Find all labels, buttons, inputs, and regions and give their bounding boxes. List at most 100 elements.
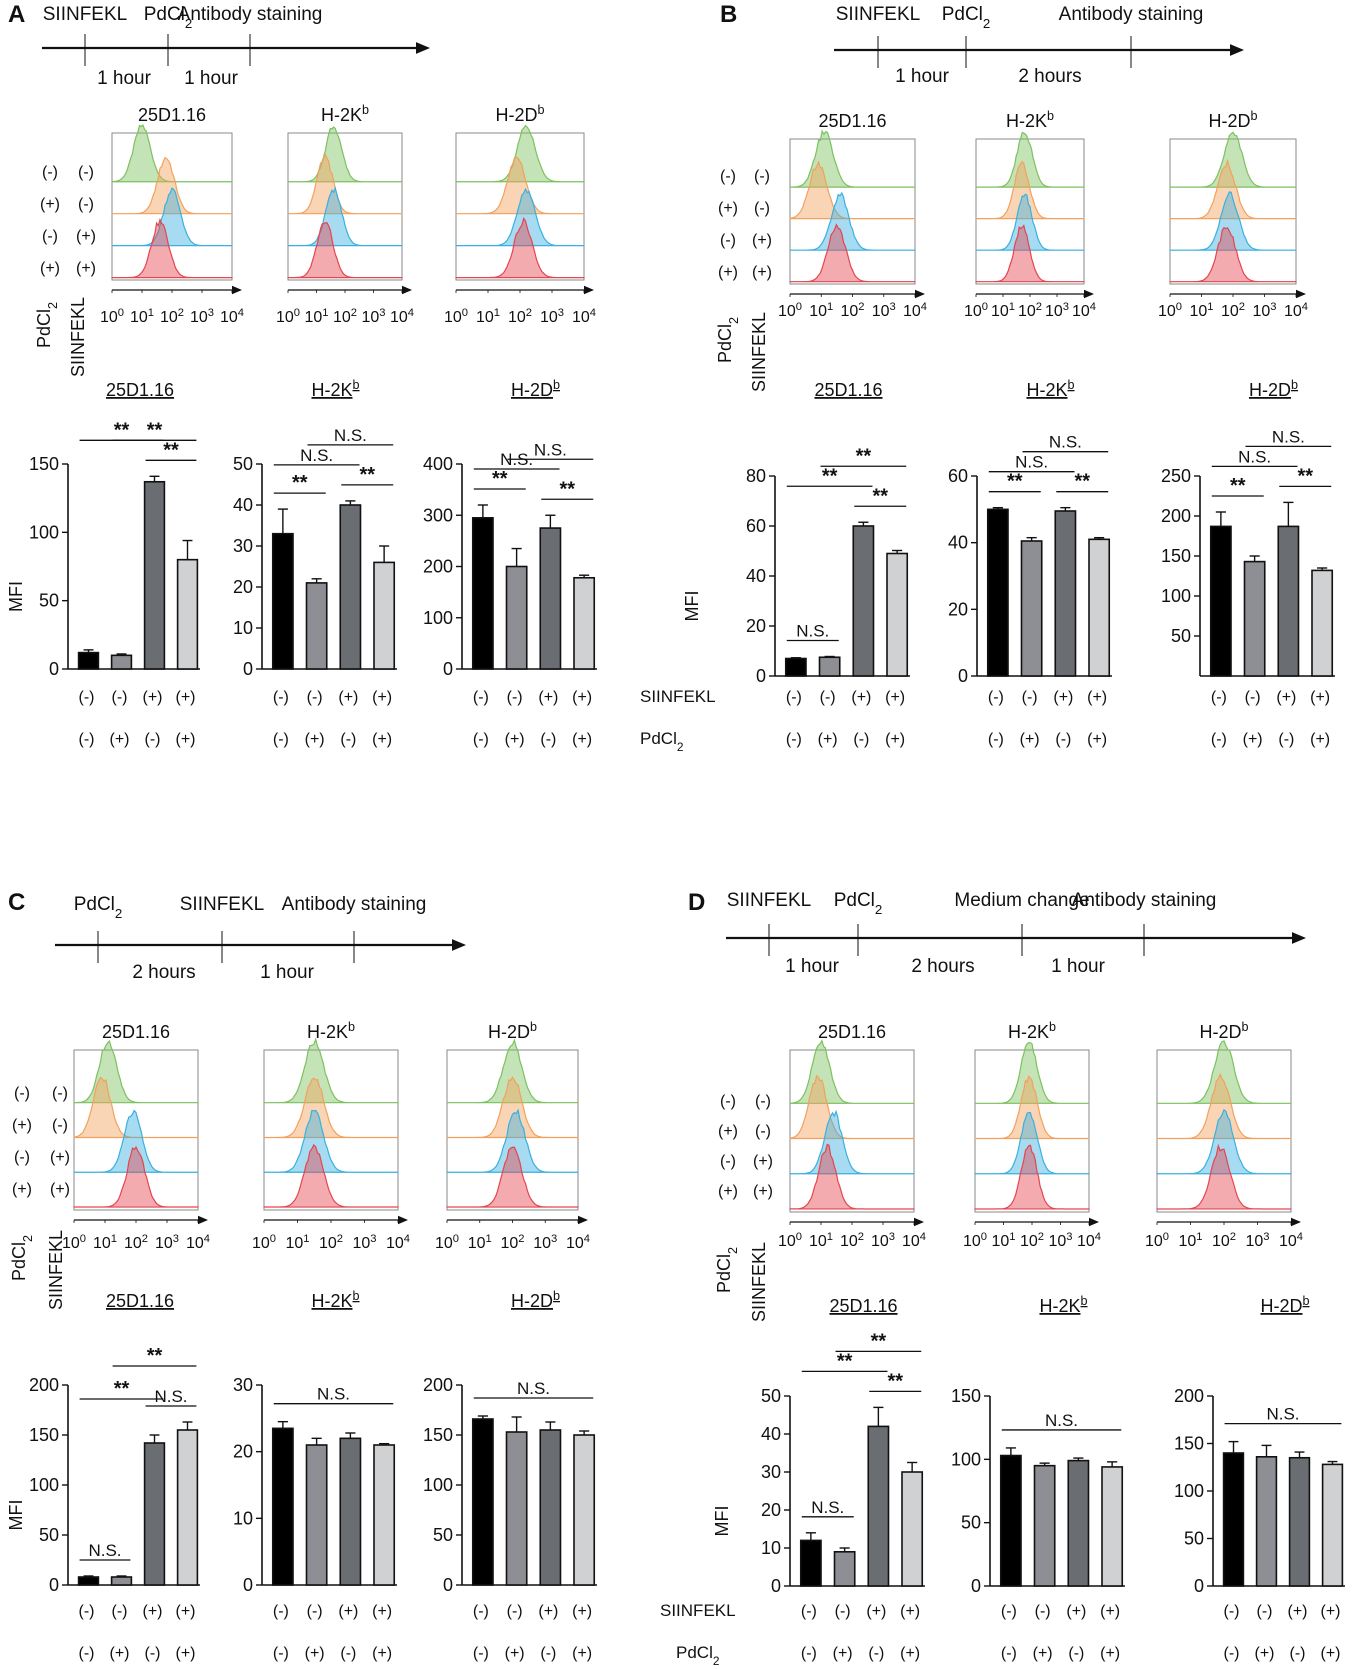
bar — [867, 1425, 890, 1587]
histogram-pdcl2-label: PdCl2 — [9, 1235, 35, 1281]
histogram-tick-label: 102 — [1221, 301, 1245, 320]
histogram-1: H-2Kb 100 101 102 103 104 — [964, 109, 1096, 320]
bar-chart-title: H-2Kb — [311, 1289, 359, 1311]
histogram-siinfekl-label: SIINFEKL — [46, 1230, 66, 1310]
bar-chart-y-tick-label: 40 — [746, 566, 766, 586]
bar — [1321, 1463, 1344, 1587]
condition-siinfekl: (+) — [143, 1603, 163, 1620]
histogram-curve — [455, 156, 585, 215]
bar-chart-y-tick-label: 250 — [1161, 466, 1191, 486]
bar — [539, 527, 562, 670]
panel-letter: A — [8, 1, 25, 28]
bar-chart-title: H-2Kb — [311, 378, 359, 400]
histogram-frame — [73, 1049, 199, 1211]
histogram-tick-label: 102 — [840, 301, 864, 320]
condition-siinfekl: (-) — [79, 689, 95, 706]
histogram-tick-label: 100 — [435, 1233, 459, 1252]
bar — [1288, 1456, 1311, 1587]
bar — [271, 532, 294, 670]
condition-pdcl2: (+) — [176, 1645, 196, 1662]
histogram-axis-arrowhead — [1084, 289, 1094, 299]
histogram-curve — [111, 187, 233, 247]
histogram-tick-label: 102 — [124, 1233, 148, 1252]
bar — [1067, 1459, 1090, 1587]
histogram-state-siinfekl: (+) — [76, 260, 96, 277]
bar — [1277, 525, 1300, 677]
condition-pdcl2: (-) — [340, 1645, 356, 1662]
histogram-tick-label: 104 — [1072, 301, 1096, 320]
histogram-frame — [263, 1049, 399, 1211]
histogram-frame — [287, 132, 403, 281]
condition-siinfekl: (+) — [1100, 1603, 1120, 1620]
bar-chart-y-tick-label: 20 — [233, 577, 253, 597]
histogram-state-pdcl2: (+) — [12, 1117, 32, 1134]
histogram-axis-arrowhead — [1089, 1217, 1099, 1227]
histogram-title: H-2Kb — [1006, 109, 1054, 131]
bar — [77, 1576, 100, 1586]
comparison-label: N.S. — [334, 426, 367, 445]
bar — [833, 1551, 856, 1587]
histogram-tick-label: 103 — [533, 1233, 557, 1252]
bar-chart-y-tick-label: 60 — [948, 466, 968, 486]
bar-chart-title: 25D1.16 — [829, 1296, 897, 1316]
condition-siinfekl: (-) — [1035, 1603, 1051, 1620]
histogram-state-pdcl2: (+) — [718, 264, 738, 281]
bar — [573, 576, 596, 670]
condition-pdcl2: (+) — [372, 1645, 392, 1662]
histogram-tick-label: 101 — [1178, 1231, 1202, 1250]
histogram-tick-label: 102 — [840, 1231, 864, 1250]
condition-pdcl2: (-) — [340, 731, 356, 748]
histogram-curve — [1156, 1108, 1292, 1175]
bar-chart-y-tick-label: 20 — [746, 616, 766, 636]
bar — [1255, 1456, 1278, 1587]
histogram-title: 25D1.16 — [818, 111, 886, 131]
condition-pdcl2: (+) — [110, 731, 130, 748]
bar-chart-title: H-2Db — [511, 378, 560, 400]
condition-siinfekl: (-) — [79, 1603, 95, 1620]
bar-chart-y-tick-label: 30 — [233, 1375, 253, 1395]
bar — [818, 656, 841, 677]
condition-siinfekl: (-) — [307, 1603, 323, 1620]
histogram-curve — [446, 1076, 579, 1139]
histogram-title: 25D1.16 — [818, 1022, 886, 1042]
bar-chart-title: H-2Db — [1260, 1294, 1309, 1316]
bar — [573, 1434, 596, 1586]
histogram-tick-label: 103 — [1245, 1231, 1269, 1250]
timeline-interval: 1 hour — [785, 956, 840, 977]
bar — [999, 1454, 1022, 1587]
histogram-curve — [73, 1145, 199, 1208]
histogram-tick-label: 102 — [333, 307, 357, 326]
bar-chart-y-tick-label: 200 — [423, 557, 453, 577]
histogram-tick-label: 102 — [1018, 301, 1042, 320]
condition-siinfekl: (-) — [473, 1603, 489, 1620]
condition-pdcl2: (+) — [1310, 731, 1330, 748]
histogram-state-siinfekl: (-) — [755, 1093, 771, 1110]
histogram-tick-label: 103 — [1252, 301, 1276, 320]
bar-chart-y-tick-label: 50 — [1184, 1529, 1204, 1549]
bar — [1311, 569, 1334, 677]
histogram-curve — [455, 187, 585, 247]
bar-chart-y-tick-label: 150 — [1161, 546, 1191, 566]
histogram-state-siinfekl: (+) — [752, 232, 772, 249]
bar-chart-2: H-2Db 0 100 200 300 400 (-) (-) (-) (+) (+) (-) (+) (… — [423, 378, 597, 748]
bar-chart-title: 25D1.16 — [106, 380, 174, 400]
histogram-2: H-2Db 100 101 102 103 104 — [1158, 109, 1308, 320]
histogram-curve — [975, 1041, 1089, 1104]
bar — [339, 504, 362, 670]
histogram-frame — [111, 132, 233, 281]
comparison-label: ** — [114, 419, 130, 441]
histogram-curve — [789, 1143, 915, 1210]
bar-chart-y-tick-label: 10 — [761, 1538, 781, 1558]
comparison-label: N.S. — [88, 1541, 121, 1560]
condition-siinfekl: (-) — [1224, 1603, 1240, 1620]
histogram-axis-arrowhead — [398, 1215, 408, 1225]
condition-siinfekl: (+) — [372, 1603, 392, 1620]
histogram-tick-label: 104 — [386, 1233, 410, 1252]
histogram-2: H-2Db 100 101 102 103 104 — [444, 103, 596, 326]
histogram-curve — [789, 160, 916, 220]
histogram-tick-label: 100 — [100, 307, 124, 326]
histogram-pdcl2-label: PdCl2 — [715, 317, 741, 363]
timeline: PdCl2 SIINFEKL Antibody staining 2 hours 1 h… — [55, 894, 466, 983]
condition-siinfekl: (-) — [273, 689, 289, 706]
